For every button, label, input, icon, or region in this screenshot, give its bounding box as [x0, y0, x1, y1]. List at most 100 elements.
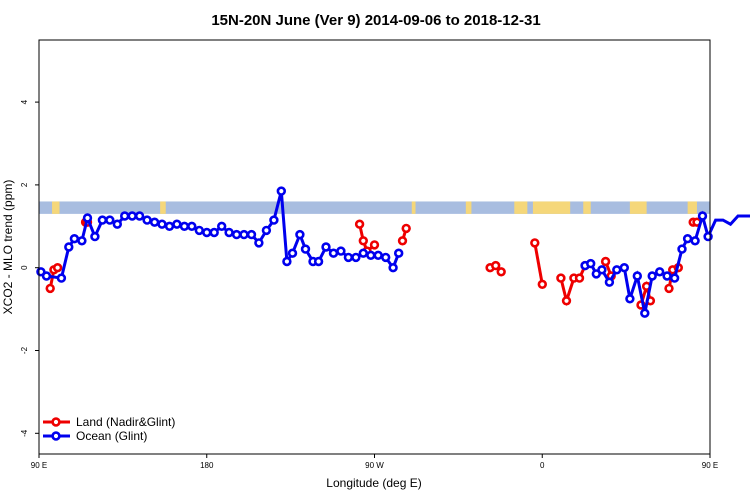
series-1	[36, 186, 750, 318]
land-region	[52, 201, 60, 214]
series-0	[45, 217, 702, 310]
data-point	[172, 219, 182, 229]
data-point	[354, 219, 365, 229]
data-point	[239, 229, 249, 240]
data-point	[224, 227, 234, 238]
data-point	[231, 229, 242, 240]
data-point	[300, 244, 311, 254]
data-point	[619, 263, 629, 273]
data-point	[134, 211, 145, 221]
legend: Land (Nadir&Glint)Ocean (Glint)	[43, 415, 175, 443]
data-point	[157, 219, 167, 229]
data-point	[647, 271, 657, 281]
data-point	[149, 217, 160, 227]
series-line	[584, 210, 750, 314]
data-point	[77, 236, 87, 246]
data-point	[97, 215, 108, 225]
data-point	[194, 225, 205, 236]
data-point	[574, 273, 585, 283]
y-tick-label: 2	[20, 182, 29, 187]
data-point	[41, 271, 52, 281]
series-line	[559, 264, 587, 307]
data-point	[261, 225, 272, 236]
data-point	[632, 271, 642, 281]
data-point	[119, 211, 130, 221]
data-point	[662, 271, 672, 281]
series-line	[533, 242, 544, 285]
data-point	[654, 267, 665, 277]
data-point	[373, 250, 383, 261]
data-point	[366, 250, 376, 261]
data-point	[537, 279, 547, 289]
land-region	[411, 201, 416, 214]
data-point	[358, 248, 368, 258]
x-axis: 90 E 180 90 W 0 90 E	[31, 454, 718, 470]
data-point	[282, 256, 292, 267]
data-point	[209, 227, 219, 238]
data-point	[112, 219, 123, 229]
legend-marker	[51, 431, 61, 441]
data-point	[397, 236, 408, 246]
y-axis-label: XCO2 - MLO trend (ppm)	[1, 180, 15, 315]
land-region	[465, 201, 472, 214]
data-point	[664, 283, 674, 294]
data-point	[690, 236, 700, 246]
x-tick-label: 90 E	[31, 461, 47, 470]
data-point	[612, 265, 622, 275]
data-point	[640, 308, 650, 318]
data-point	[105, 215, 115, 225]
data-point	[276, 186, 286, 196]
y-tick-label: -2	[20, 346, 29, 354]
data-point	[351, 252, 361, 263]
data-point	[556, 273, 566, 283]
land-region	[514, 201, 528, 214]
land-region	[687, 201, 697, 214]
y-tick-label: 4	[20, 99, 29, 104]
x-tick-label: 0	[540, 461, 545, 470]
legend-entry: Land (Nadir&Glint)	[76, 415, 175, 429]
data-point	[625, 294, 635, 304]
data-point	[343, 252, 354, 263]
x-tick-label: 90 W	[365, 461, 384, 470]
data-point	[358, 236, 368, 246]
data-point	[697, 211, 708, 221]
x-axis-label: Longitude (deg E)	[326, 476, 421, 490]
data-point	[313, 256, 324, 267]
land-mask-band	[39, 201, 710, 214]
data-point	[369, 240, 380, 250]
data-point	[295, 229, 305, 240]
land-region	[629, 201, 647, 214]
x-tick-label: 180	[200, 461, 214, 470]
y-tick-label: 0	[20, 265, 29, 270]
data-point	[530, 238, 540, 248]
data-point	[336, 246, 346, 256]
data-point	[287, 248, 298, 258]
legend-entry: Ocean (Glint)	[76, 429, 147, 443]
data-point	[585, 258, 596, 269]
data-point	[187, 221, 197, 232]
data-point	[90, 231, 100, 242]
data-point	[269, 215, 279, 225]
data-point	[561, 296, 572, 306]
data-point	[69, 234, 80, 244]
data-point	[604, 277, 615, 287]
data-point	[254, 238, 264, 248]
data-point	[496, 267, 506, 277]
plot-series	[36, 186, 750, 318]
data-point	[52, 263, 63, 273]
data-point	[202, 227, 212, 238]
legend-marker	[51, 417, 61, 427]
data-point	[597, 265, 607, 275]
series-line	[358, 223, 376, 254]
data-point	[388, 263, 398, 273]
data-point	[179, 221, 190, 232]
data-point	[321, 242, 331, 252]
data-point	[217, 221, 227, 232]
data-point	[164, 221, 175, 232]
x-tick-label: 90 E	[702, 461, 718, 470]
data-point	[669, 273, 680, 283]
land-region	[532, 201, 571, 214]
data-point	[677, 244, 687, 254]
data-point	[56, 273, 67, 283]
data-point	[328, 248, 339, 258]
